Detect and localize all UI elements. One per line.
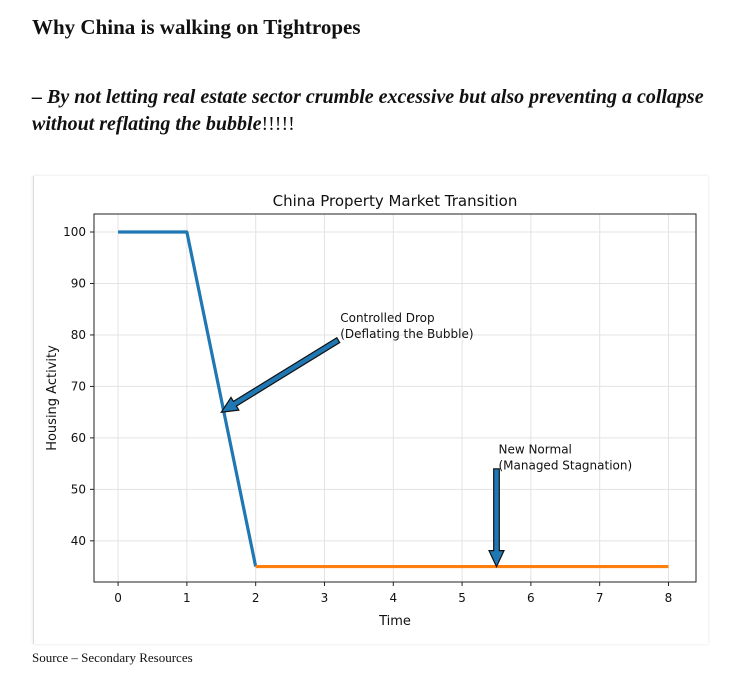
chart-title: China Property Market Transition (273, 192, 518, 210)
x-tick-label: 2 (252, 591, 260, 605)
annotation-arrow-1 (488, 468, 505, 569)
x-tick-label: 5 (458, 591, 466, 605)
annotation-label-0-1: (Deflating the Bubble) (340, 327, 473, 341)
x-tick-label: 8 (665, 591, 673, 605)
property-market-chart: 0 1 2 3 4 5 6 7 8 40 50 60 70 80 90 100 China Property M… (45, 192, 697, 629)
page-title: Why China is walking on Tightropes (32, 15, 361, 39)
x-tick-label: 0 (114, 591, 122, 605)
chart-frame: 0 1 2 3 4 5 6 7 8 40 50 60 70 80 90 100 China Property M… (33, 176, 708, 644)
y-axis-label: Housing Activity (45, 345, 60, 451)
annotation-label-1-1: (Managed Stagnation) (498, 458, 632, 472)
subtitle-emphasis: – By not letting real estate sector crum… (32, 86, 704, 135)
series-line-0 (118, 230, 258, 567)
x-tick-label: 7 (596, 591, 604, 605)
x-tick-label: 4 (389, 591, 397, 605)
annotation-arrow-0 (220, 336, 341, 413)
y-tick-label: 80 (71, 328, 86, 342)
source-note: Source – Secondary Resources (32, 650, 193, 665)
y-tick-label: 40 (71, 534, 86, 548)
annotation-label-0-0: Controlled Drop (340, 311, 434, 325)
y-tick-label: 70 (71, 379, 86, 393)
x-axis-label: Time (378, 614, 411, 629)
y-tick-label: 50 (71, 482, 86, 496)
subtitle-tail: !!!!! (261, 113, 295, 135)
x-tick-label: 6 (527, 591, 535, 605)
annotation-label-1-0: New Normal (498, 442, 571, 456)
x-tick-label: 3 (321, 591, 329, 605)
y-tick-label: 60 (71, 431, 86, 445)
x-tick-label: 1 (183, 591, 191, 605)
page-subtitle: – By not letting real estate sector crum… (32, 84, 712, 138)
y-tick-label: 90 (71, 276, 86, 290)
plot-frame (93, 213, 697, 583)
y-tick-label: 100 (63, 225, 86, 239)
